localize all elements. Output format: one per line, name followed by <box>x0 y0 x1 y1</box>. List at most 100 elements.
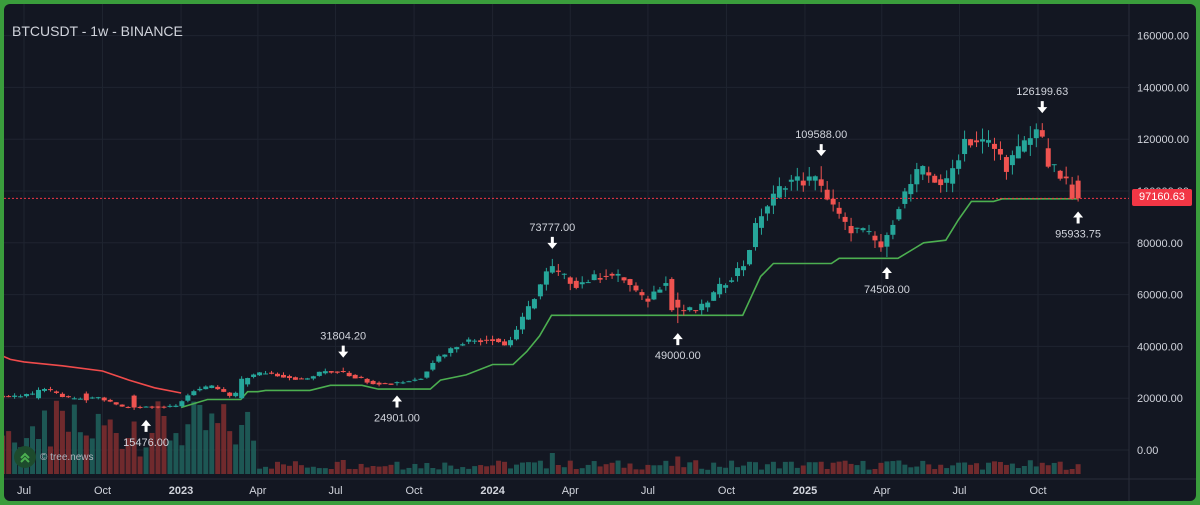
candle[interactable] <box>908 174 914 202</box>
candle[interactable] <box>782 186 788 198</box>
candle[interactable] <box>531 298 537 310</box>
candle[interactable] <box>340 367 346 373</box>
candle[interactable] <box>388 383 394 385</box>
candle[interactable] <box>89 396 95 399</box>
candle[interactable] <box>513 326 519 341</box>
candle[interactable] <box>269 370 275 375</box>
candle[interactable] <box>938 174 944 193</box>
candle[interactable] <box>764 204 770 221</box>
candle[interactable] <box>472 339 478 345</box>
candle[interactable] <box>280 372 286 378</box>
candle[interactable] <box>956 154 962 175</box>
candle[interactable] <box>705 300 711 312</box>
candle[interactable] <box>711 290 717 301</box>
candle[interactable] <box>806 167 812 186</box>
candle[interactable] <box>890 220 896 240</box>
candle[interactable] <box>729 277 735 283</box>
candle[interactable] <box>418 378 424 380</box>
candle[interactable] <box>980 128 986 154</box>
candle[interactable] <box>914 162 920 193</box>
candle[interactable] <box>137 405 143 409</box>
candle[interactable] <box>645 295 651 308</box>
candle[interactable] <box>101 396 107 402</box>
candle[interactable] <box>812 175 818 191</box>
candle[interactable] <box>537 284 543 300</box>
candle[interactable] <box>609 272 615 279</box>
candle[interactable] <box>143 406 149 408</box>
candle[interactable] <box>191 389 197 396</box>
candle[interactable] <box>412 377 418 382</box>
candle[interactable] <box>1051 164 1057 173</box>
candle[interactable] <box>991 137 997 161</box>
candle[interactable] <box>997 141 1003 161</box>
candle[interactable] <box>962 130 968 162</box>
candle[interactable] <box>185 393 191 403</box>
candle[interactable] <box>292 376 298 380</box>
candle[interactable] <box>298 377 304 380</box>
candle[interactable] <box>496 338 502 343</box>
candle[interactable] <box>597 273 603 284</box>
candle[interactable] <box>209 384 215 389</box>
candle[interactable] <box>884 232 890 258</box>
candle[interactable] <box>555 263 561 276</box>
candle[interactable] <box>442 354 448 359</box>
candle[interactable] <box>1057 169 1063 181</box>
candle[interactable] <box>286 374 292 381</box>
candle[interactable] <box>866 224 872 235</box>
candle[interactable] <box>842 212 848 231</box>
candle[interactable] <box>1009 150 1015 175</box>
candle[interactable] <box>669 277 675 312</box>
candle[interactable] <box>24 393 30 398</box>
candle[interactable] <box>83 391 89 403</box>
candle[interactable] <box>699 299 705 315</box>
candle[interactable] <box>675 292 681 324</box>
candle[interactable] <box>502 339 508 346</box>
candle[interactable] <box>119 404 125 407</box>
candle[interactable] <box>926 166 932 183</box>
candle[interactable] <box>430 360 436 372</box>
candle[interactable] <box>41 387 47 393</box>
candle[interactable] <box>525 300 531 320</box>
candle[interactable] <box>233 391 239 398</box>
candle[interactable] <box>950 159 956 193</box>
candle[interactable] <box>203 385 209 390</box>
candle[interactable] <box>36 387 42 400</box>
candle[interactable] <box>944 170 950 193</box>
candle[interactable] <box>717 277 723 298</box>
candles[interactable] <box>4 123 1081 410</box>
candle[interactable] <box>245 377 251 387</box>
candle[interactable] <box>1039 123 1045 138</box>
candle[interactable] <box>95 396 101 400</box>
candle[interactable] <box>328 371 334 374</box>
candle[interactable] <box>460 342 466 347</box>
candle[interactable] <box>47 386 53 392</box>
candle[interactable] <box>424 371 430 379</box>
candle[interactable] <box>508 336 514 348</box>
candle[interactable] <box>1069 176 1075 200</box>
candle[interactable] <box>466 337 472 345</box>
candle[interactable] <box>107 398 113 403</box>
candle[interactable] <box>663 276 669 291</box>
candle[interactable] <box>12 393 18 399</box>
candle[interactable] <box>18 394 24 398</box>
candle[interactable] <box>227 391 233 398</box>
candle[interactable] <box>155 406 161 409</box>
candle[interactable] <box>585 279 591 284</box>
candle[interactable] <box>221 387 227 393</box>
candle[interactable] <box>573 277 579 290</box>
candle[interactable] <box>71 396 77 400</box>
candle[interactable] <box>197 386 203 392</box>
candle[interactable] <box>322 368 328 375</box>
candle[interactable] <box>478 338 484 346</box>
candle[interactable] <box>639 289 645 300</box>
candle[interactable] <box>567 276 573 291</box>
candle[interactable] <box>257 372 263 376</box>
candle[interactable] <box>794 167 800 191</box>
candle[interactable] <box>561 273 567 280</box>
candle[interactable] <box>896 206 902 221</box>
candle[interactable] <box>633 282 639 293</box>
candle[interactable] <box>6 394 12 398</box>
candle[interactable] <box>621 277 627 284</box>
candle[interactable] <box>920 165 926 181</box>
candle[interactable] <box>346 371 352 377</box>
